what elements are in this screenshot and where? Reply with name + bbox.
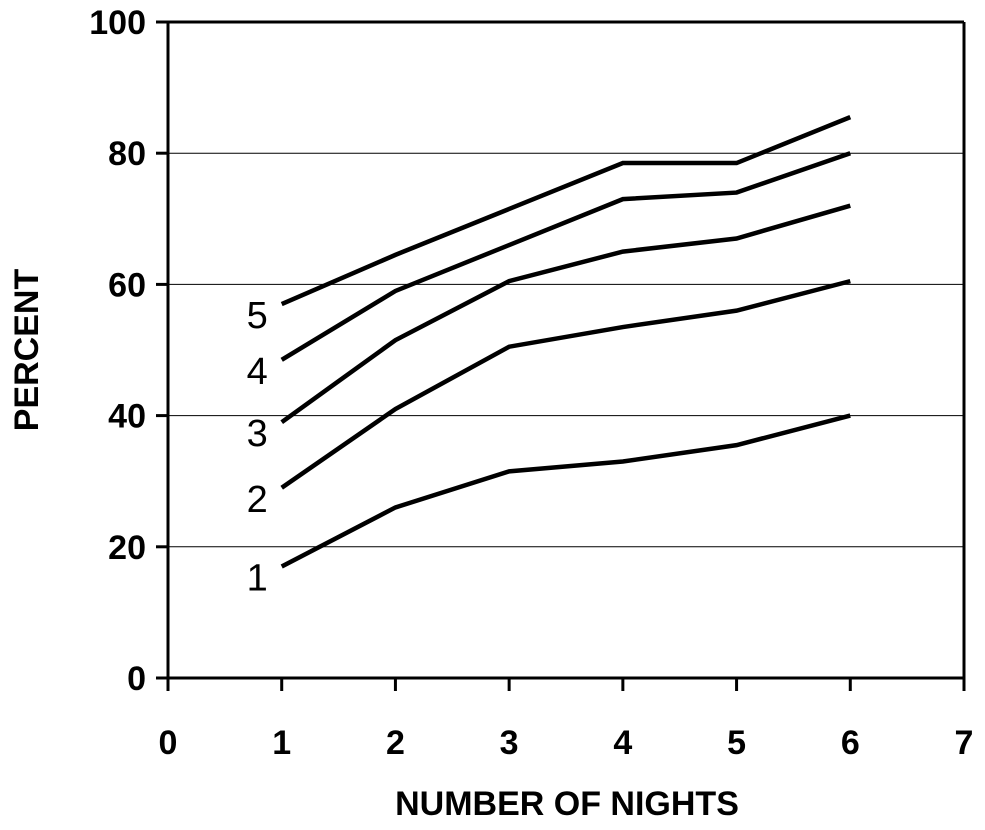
- gridlines: [168, 152, 964, 548]
- series-line-2: [280, 278, 851, 490]
- y-tick-label: 60: [108, 266, 146, 304]
- x-tick-label: 4: [613, 724, 632, 762]
- axes: [166, 20, 966, 680]
- series-lines: [280, 115, 852, 569]
- y-tick-label: 80: [108, 135, 146, 173]
- y-tick-label: 0: [127, 660, 146, 698]
- series-line-5: [280, 115, 852, 307]
- y-tick-label: 100: [89, 4, 146, 42]
- y-tick-label: 20: [108, 529, 146, 567]
- axis-ticks: 0 20 40 60 80 100 0 1 2 3 4 5 6 7: [89, 4, 973, 762]
- x-tick-label: 2: [386, 724, 405, 762]
- series-labels: 1 2 3 4 5: [247, 295, 268, 599]
- series-label-2: 2: [247, 479, 268, 521]
- y-axis-title: PERCENT: [8, 269, 46, 432]
- y-tick-label: 40: [108, 398, 146, 436]
- x-tick-label: 5: [727, 724, 746, 762]
- series-label-1: 1: [247, 557, 268, 599]
- x-tick-label: 0: [159, 724, 178, 762]
- series-line-1: [280, 413, 851, 569]
- series-label-4: 4: [247, 351, 268, 393]
- series-label-3: 3: [247, 413, 268, 455]
- x-tick-label: 1: [272, 724, 291, 762]
- series-label-5: 5: [247, 295, 268, 337]
- x-tick-label: 6: [841, 724, 860, 762]
- x-axis-title: NUMBER OF NIGHTS: [395, 785, 739, 823]
- series-line-3: [280, 203, 851, 424]
- x-tick-label: 7: [955, 724, 974, 762]
- x-tick-label: 3: [500, 724, 519, 762]
- series-line-4: [280, 151, 852, 362]
